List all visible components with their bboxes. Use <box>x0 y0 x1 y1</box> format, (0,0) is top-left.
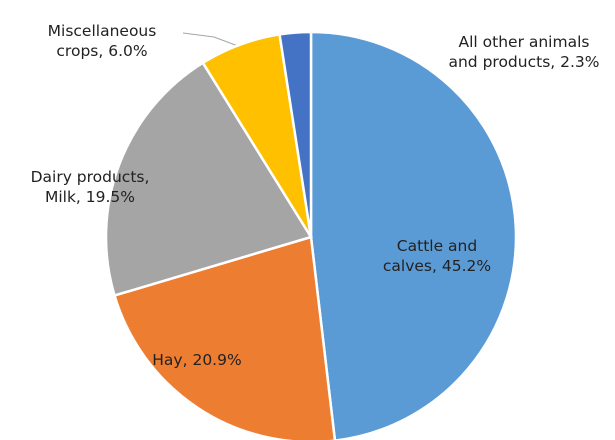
pie-slice <box>278 30 313 238</box>
data-label: Cattle and calves, 45.2% <box>382 237 492 275</box>
data-label: Miscellaneous crops, 6.0% <box>47 22 157 60</box>
pie-slice <box>309 30 518 440</box>
data-label: All other animals and products, 2.3% <box>448 33 600 71</box>
pie-slice <box>104 61 313 298</box>
pie-slice <box>112 235 337 440</box>
leader-line <box>182 32 239 47</box>
data-label: Dairy products, Milk, 19.5% <box>30 168 150 206</box>
data-label: Hay, 20.9% <box>152 351 242 369</box>
